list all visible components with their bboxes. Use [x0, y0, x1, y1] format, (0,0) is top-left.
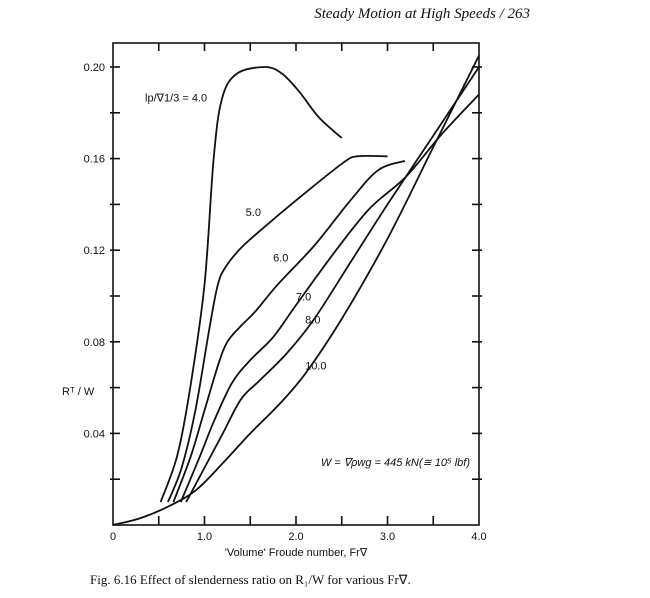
x-tick-label: 2.0: [288, 531, 303, 543]
curve-series-7.0: [179, 93, 480, 503]
plot-frame: [112, 42, 480, 526]
x-axis-label: 'Volume' Froude number, Fr∇: [225, 547, 368, 559]
x-tick-label: 3.0: [380, 531, 395, 543]
x-tick-label: 0: [110, 531, 116, 543]
y-axis-label: Rᵀ / W: [62, 386, 95, 398]
curve-series-4.0: [159, 66, 343, 503]
series-label: 10.0: [305, 360, 326, 372]
curve-series-5.0: [167, 154, 388, 503]
curve-series-8.0: [185, 66, 480, 503]
curve-series-6.0: [172, 160, 406, 503]
figure-caption: Fig. 6.16 Effect of slenderness ratio on…: [90, 572, 411, 587]
x-tick-label: 1.0: [197, 531, 212, 543]
series-label: 6.0: [273, 253, 288, 265]
y-tick-label: 0.12: [84, 245, 105, 257]
series-label: 7.0: [296, 292, 311, 304]
curve-series-10.0: [112, 55, 480, 526]
series-label: lp/∇1/3 = 4.0: [145, 92, 207, 104]
series-label: 8.0: [305, 314, 320, 326]
y-tick-label: 0.20: [84, 62, 105, 74]
y-tick-label: 0.16: [84, 154, 105, 166]
weight-annotation: W = ∇ρwg = 445 kN(≅ 10⁵ lbf): [321, 457, 470, 469]
x-tick-label: 4.0: [471, 531, 486, 543]
y-tick-label: 0.04: [84, 428, 105, 440]
page-header: Steady Motion at High Speeds / 263: [314, 6, 530, 22]
y-tick-label: 0.08: [84, 337, 105, 349]
series-label: 5.0: [246, 207, 261, 219]
